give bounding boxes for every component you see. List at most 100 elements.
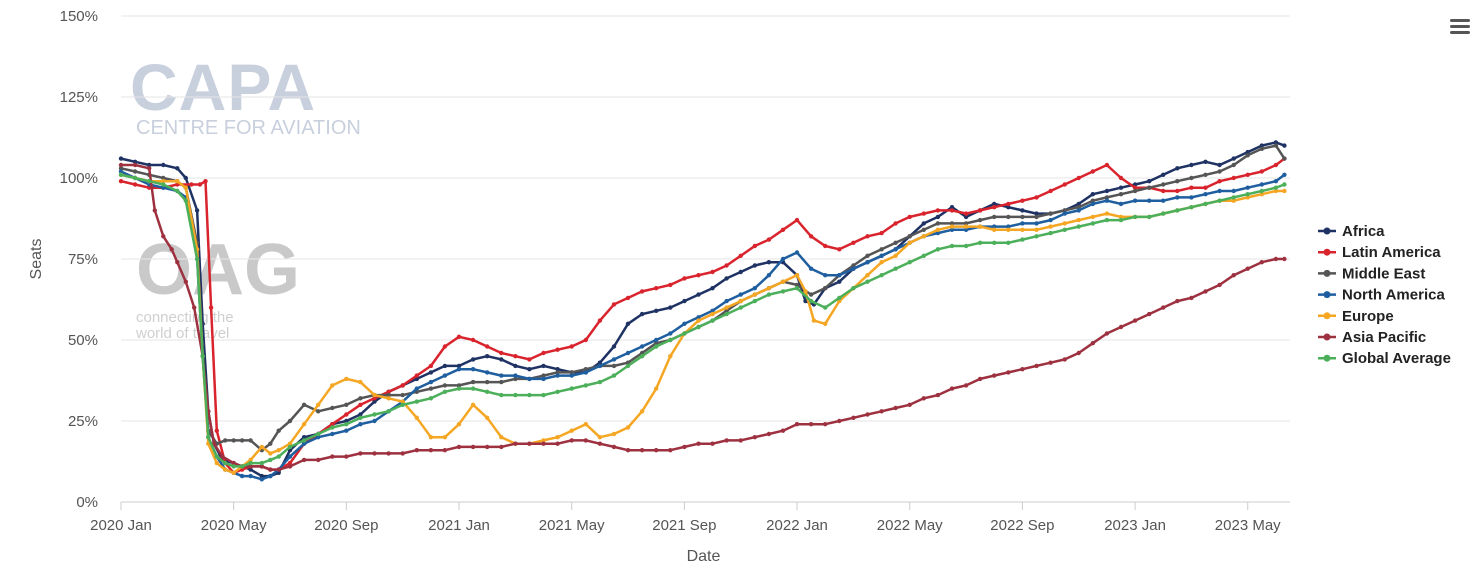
data-point[interactable] — [879, 253, 884, 258]
data-point[interactable] — [893, 240, 898, 245]
data-point[interactable] — [794, 217, 800, 223]
data-point[interactable] — [823, 321, 828, 326]
data-point[interactable] — [456, 386, 462, 391]
data-point[interactable] — [1189, 185, 1194, 190]
data-point[interactable] — [1006, 240, 1011, 245]
data-point[interactable] — [147, 185, 152, 190]
data-point[interactable] — [963, 214, 969, 220]
data-point[interactable] — [470, 444, 476, 450]
data-point[interactable] — [597, 318, 603, 323]
data-point[interactable] — [470, 367, 476, 372]
data-point[interactable] — [766, 286, 772, 291]
data-point[interactable] — [710, 311, 715, 317]
data-point[interactable] — [794, 273, 800, 278]
data-point[interactable] — [780, 279, 786, 284]
data-point[interactable] — [992, 214, 997, 220]
data-point[interactable] — [330, 431, 335, 437]
data-point[interactable] — [992, 224, 997, 229]
data-point[interactable] — [865, 412, 870, 417]
data-point[interactable] — [358, 415, 363, 420]
data-point[interactable] — [301, 402, 307, 407]
data-point[interactable] — [865, 279, 870, 284]
data-point[interactable] — [1034, 227, 1039, 232]
series-africa[interactable] — [118, 140, 1287, 479]
data-point[interactable] — [1118, 217, 1124, 223]
data-point[interactable] — [555, 370, 560, 375]
data-point[interactable] — [118, 169, 124, 174]
data-point[interactable] — [1245, 172, 1250, 177]
data-point[interactable] — [1203, 192, 1208, 197]
data-point[interactable] — [569, 428, 574, 433]
data-point[interactable] — [583, 438, 588, 443]
data-point[interactable] — [161, 182, 166, 187]
data-point[interactable] — [414, 373, 419, 378]
data-point[interactable] — [1048, 217, 1053, 223]
data-point[interactable] — [1217, 198, 1222, 203]
data-point[interactable] — [1231, 273, 1236, 278]
data-point[interactable] — [625, 350, 631, 356]
data-point[interactable] — [485, 444, 490, 450]
data-point[interactable] — [639, 311, 645, 317]
data-point[interactable] — [977, 217, 983, 223]
data-point[interactable] — [794, 286, 800, 291]
data-point[interactable] — [442, 389, 448, 394]
data-point[interactable] — [1132, 214, 1138, 220]
data-point[interactable] — [949, 243, 955, 249]
data-point[interactable] — [485, 370, 490, 375]
data-point[interactable] — [527, 441, 532, 446]
data-point[interactable] — [1203, 159, 1208, 164]
data-point[interactable] — [220, 454, 225, 459]
data-point[interactable] — [541, 350, 546, 356]
data-point[interactable] — [513, 392, 518, 398]
data-point[interactable] — [611, 363, 617, 369]
data-point[interactable] — [287, 441, 293, 446]
data-point[interactable] — [175, 188, 180, 194]
data-point[interactable] — [132, 175, 138, 181]
data-point[interactable] — [1147, 214, 1152, 220]
data-point[interactable] — [287, 454, 293, 459]
data-point[interactable] — [259, 444, 264, 450]
data-point[interactable] — [161, 162, 166, 168]
data-point[interactable] — [1245, 153, 1250, 158]
data-point[interactable] — [738, 438, 743, 443]
data-point[interactable] — [541, 392, 546, 398]
data-point[interactable] — [1282, 143, 1287, 148]
data-point[interactable] — [248, 467, 253, 472]
data-point[interactable] — [1062, 221, 1067, 226]
data-point[interactable] — [935, 208, 941, 213]
data-point[interactable] — [1273, 143, 1279, 148]
data-point[interactable] — [823, 286, 828, 291]
data-point[interactable] — [907, 214, 912, 220]
data-point[interactable] — [372, 451, 377, 456]
data-point[interactable] — [132, 182, 138, 187]
data-point[interactable] — [1273, 256, 1279, 262]
data-point[interactable] — [724, 276, 729, 281]
data-point[interactable] — [442, 383, 448, 388]
data-point[interactable] — [935, 227, 941, 232]
data-point[interactable] — [344, 454, 349, 459]
data-point[interactable] — [456, 367, 462, 372]
data-point[interactable] — [893, 253, 898, 258]
data-point[interactable] — [1282, 172, 1287, 177]
data-point[interactable] — [194, 208, 200, 213]
data-point[interactable] — [625, 321, 631, 326]
data-point[interactable] — [1118, 192, 1124, 197]
data-point[interactable] — [654, 344, 659, 349]
data-point[interactable] — [1090, 221, 1096, 226]
data-point[interactable] — [1231, 175, 1236, 181]
data-point[interactable] — [442, 448, 448, 453]
data-point[interactable] — [1203, 185, 1208, 190]
data-point[interactable] — [1034, 195, 1039, 200]
data-point[interactable] — [428, 396, 434, 401]
data-point[interactable] — [724, 438, 729, 443]
data-point[interactable] — [1132, 188, 1138, 194]
data-point[interactable] — [428, 435, 434, 440]
data-point[interactable] — [485, 344, 490, 349]
data-point[interactable] — [1282, 256, 1287, 262]
data-point[interactable] — [1231, 162, 1236, 168]
data-point[interactable] — [1161, 172, 1166, 177]
data-point[interactable] — [1118, 175, 1124, 181]
data-point[interactable] — [654, 386, 659, 391]
data-point[interactable] — [879, 230, 884, 236]
data-point[interactable] — [1245, 149, 1250, 155]
